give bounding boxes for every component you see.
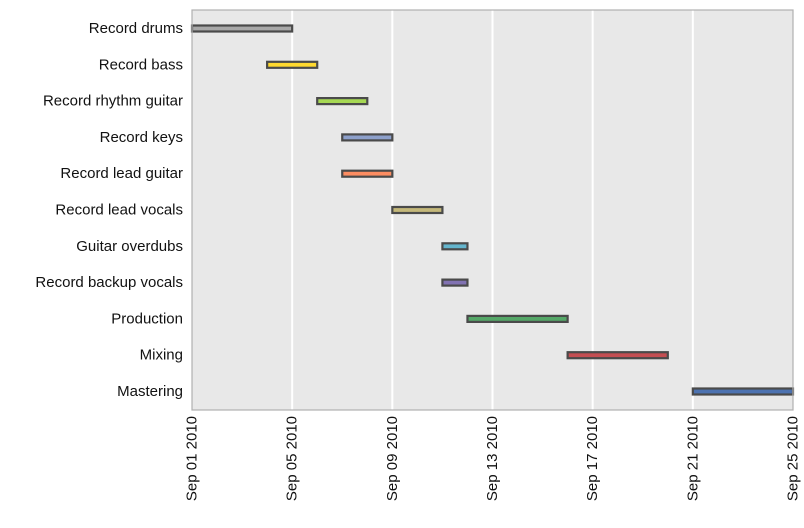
- task-bar: [691, 387, 795, 396]
- y-tick-label: Guitar overdubs: [76, 238, 183, 255]
- task-bar: [341, 133, 394, 142]
- y-axis-labels: Record drums Record bass Record rhythm gui…: [35, 20, 183, 400]
- y-tick-label: Record rhythm guitar: [43, 93, 183, 110]
- task-bar: [266, 60, 319, 69]
- task-bar: [391, 205, 444, 215]
- task-bar: [341, 169, 394, 178]
- y-tick-label: Mixing: [140, 347, 183, 364]
- task-bar: [466, 314, 569, 323]
- y-tick-label: Record keys: [100, 129, 183, 146]
- x-tick-label: Sep 25 2010: [785, 416, 802, 501]
- x-tick-label: Sep 21 2010: [684, 416, 701, 501]
- y-tick-label: Record lead vocals: [55, 202, 183, 219]
- x-tick-label: Sep 09 2010: [384, 416, 401, 501]
- y-tick-label: Record drums: [89, 20, 183, 37]
- y-tick-label: Production: [111, 310, 183, 327]
- y-tick-label: Record lead guitar: [60, 165, 183, 182]
- x-tick-label: Sep 05 2010: [284, 416, 301, 501]
- task-bar: [190, 24, 294, 33]
- x-axis-labels: Sep 01 2010 Sep 05 2010 Sep 09 2010 Sep 13 …: [184, 416, 802, 501]
- x-tick-label: Sep 13 2010: [484, 416, 501, 501]
- y-tick-label: Record backup vocals: [35, 274, 183, 291]
- plot-frame: [191, 9, 794, 411]
- y-tick-label: Mastering: [117, 383, 183, 400]
- task-bars: [190, 24, 795, 396]
- x-tick-label: Sep 01 2010: [184, 416, 201, 501]
- y-tick-label: Record bass: [99, 56, 183, 73]
- task-bar: [441, 242, 469, 251]
- task-bar: [441, 278, 469, 287]
- task-bar: [316, 96, 369, 106]
- task-bar: [566, 351, 669, 360]
- x-tick-label: Sep 17 2010: [584, 416, 601, 501]
